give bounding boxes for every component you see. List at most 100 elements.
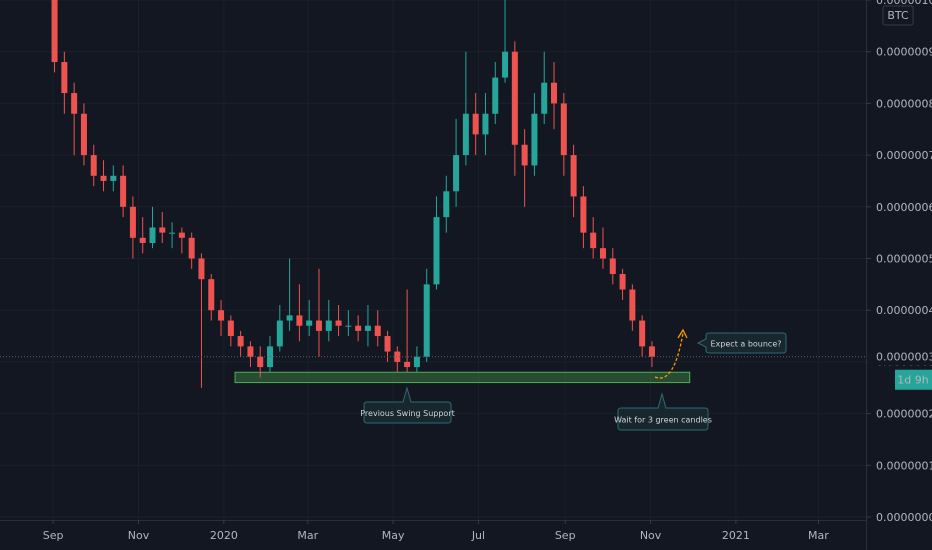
countdown-label: 1d 9h [897, 374, 928, 387]
candle-body [80, 113, 87, 156]
y-tick-label: 0.00000000 [876, 511, 932, 524]
candle-body [541, 82, 548, 114]
candle-body [394, 351, 401, 362]
candle-body [61, 62, 68, 94]
candle-body [355, 325, 362, 331]
x-tick-label: Sep [43, 529, 64, 542]
y-tick-label: 0.00000090 [876, 46, 932, 59]
candle-body [257, 356, 264, 368]
x-tick-label: Nov [128, 529, 150, 542]
candle-body [531, 113, 538, 166]
x-tick-label: Nov [640, 529, 662, 542]
currency-label: BTC [887, 9, 909, 22]
annotations: Previous Swing Support Wait for 3 green c… [360, 328, 787, 431]
x-tick-label: Sep [555, 529, 576, 542]
candle-body [345, 325, 352, 327]
candle-body [100, 175, 107, 181]
bounce-arrow-head [677, 328, 688, 339]
candle-body [71, 93, 78, 114]
candle-body [629, 289, 636, 321]
currency-box [882, 5, 914, 26]
plot [0, 0, 866, 388]
annotation: Wait for 3 green candles [614, 416, 712, 425]
annotation: Previous Swing Support [360, 409, 455, 418]
candle-body [227, 320, 234, 337]
candle-body [325, 320, 332, 331]
y-tick-label: 0.00000070 [876, 149, 932, 162]
y-tick-label: 0.00000080 [876, 97, 932, 110]
last-price-label: 0.00000031 [876, 351, 932, 364]
candle-body [178, 232, 185, 238]
callout-box [363, 386, 452, 424]
y-tick-label: 0.00000060 [876, 201, 932, 214]
candle-body [286, 315, 293, 321]
candle-body [188, 237, 195, 259]
y-tick-label: 0.00000050 [876, 253, 932, 266]
candle-body [551, 82, 558, 104]
candle-body [306, 320, 313, 326]
candle-body [423, 284, 430, 357]
candle-body [502, 51, 509, 78]
candle-body [129, 206, 136, 238]
y-tick-label: 0.00000010 [876, 459, 932, 472]
candle-body [599, 248, 606, 259]
candle-body [374, 325, 381, 337]
candle-body [384, 336, 391, 352]
x-tick-label: 2021 [722, 529, 750, 542]
candle-body [159, 227, 166, 233]
candle-body [404, 361, 411, 368]
y-tick-label: 0.00000020 [876, 408, 932, 421]
callout-box [617, 392, 709, 431]
x-tick-label: Mar [808, 529, 829, 542]
candle-body [492, 77, 499, 114]
candle-body [51, 0, 58, 63]
y-tick-label: 0.00000100 [876, 0, 932, 7]
candle-body [433, 217, 440, 285]
support-zone [234, 371, 691, 384]
candle-body [208, 279, 215, 311]
x-tick-label: 2020 [210, 529, 238, 542]
candle-body [462, 113, 469, 156]
candle-body [335, 320, 342, 326]
x-tick-label: Mar [297, 529, 318, 542]
candle-body [648, 346, 655, 357]
candle-body [590, 232, 597, 249]
candle-body [139, 237, 146, 243]
candle-body [570, 155, 577, 197]
candle-body [364, 325, 371, 331]
candle-body [580, 196, 587, 233]
annotation: Expect a bounce? [711, 340, 782, 349]
candle-body [198, 258, 205, 280]
candle-body [110, 175, 117, 181]
candle-body [218, 310, 225, 321]
candle-body [453, 155, 460, 192]
grid [0, 0, 866, 520]
x-tick-label: May [382, 529, 405, 542]
candle-body [315, 320, 322, 331]
countdown-box [895, 369, 932, 390]
candle-body [609, 258, 616, 275]
candle-body [482, 113, 489, 135]
candle-body [149, 227, 156, 243]
candle-body [247, 346, 254, 357]
candle-body [90, 155, 97, 176]
candle-body [560, 103, 567, 156]
candle-body [413, 356, 420, 368]
candle-body [472, 113, 479, 135]
axes: 0.000000000.000000100.000000200.00000030… [43, 0, 932, 542]
candle-body [521, 144, 528, 166]
candle-body [443, 191, 450, 218]
candle-body [639, 320, 646, 347]
callout-box [696, 332, 787, 354]
candle-body [120, 175, 127, 207]
last-price-box [867, 347, 932, 366]
candle-body [296, 315, 303, 326]
candle-body [237, 336, 244, 347]
candle-body [169, 232, 176, 234]
x-tick-label: Jul [471, 529, 485, 542]
y-tick-label: 0.00000040 [876, 304, 932, 317]
candle-body [511, 51, 518, 145]
candle-body [619, 274, 626, 290]
